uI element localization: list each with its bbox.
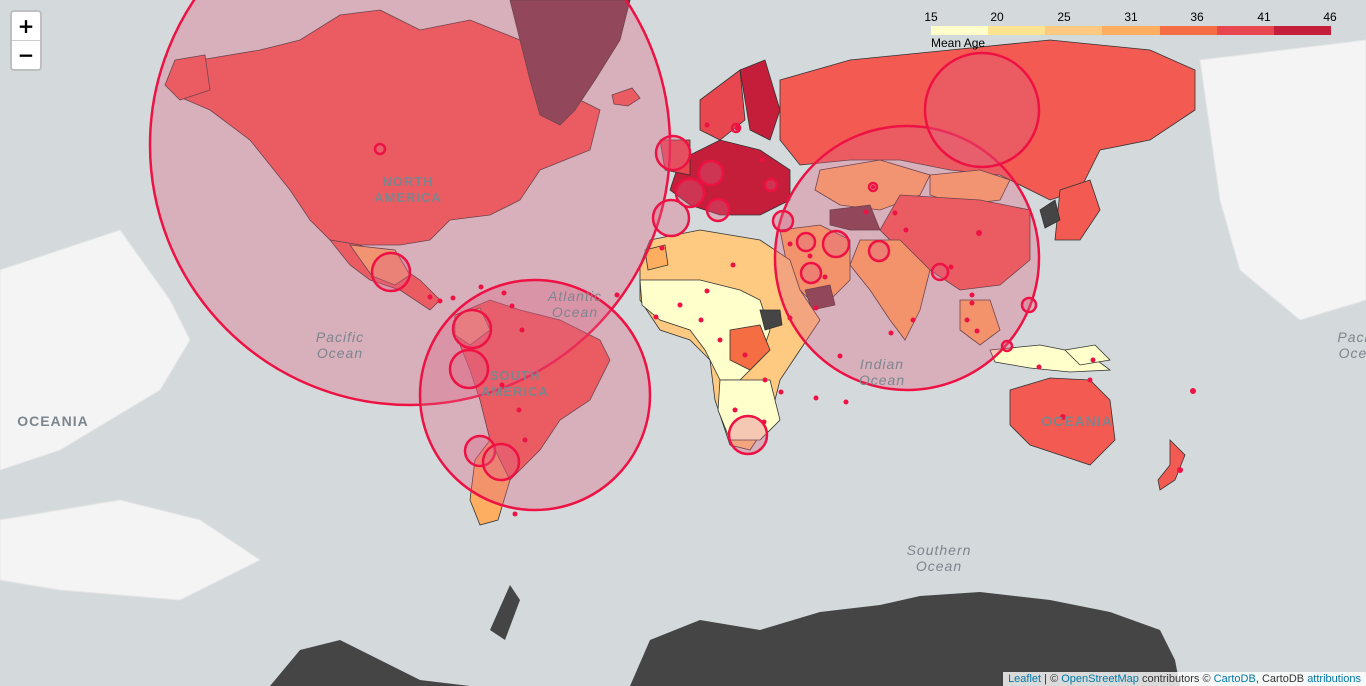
- bubble-thailand[interactable]: [930, 262, 950, 282]
- oceania: [959, 299, 1186, 491]
- bubble-asia[interactable]: [773, 124, 1041, 392]
- bubble-iran[interactable]: [795, 231, 817, 253]
- bubble-colombia[interactable]: [451, 308, 493, 350]
- osm-link[interactable]: OpenStreetMap: [1061, 673, 1139, 685]
- bubble-russia[interactable]: [923, 51, 1041, 169]
- bubble-mexico[interactable]: [370, 251, 412, 293]
- legend-caption: Mean Age: [931, 36, 986, 50]
- legend-tick: 31: [1124, 10, 1138, 24]
- zoom-in-button[interactable]: +: [12, 12, 40, 41]
- bubble-uk[interactable]: [654, 134, 692, 172]
- bubble-indonesia[interactable]: [1000, 339, 1014, 353]
- attribution-text: contributors ©: [1138, 673, 1214, 685]
- label-pacific-right-2: Oce: [1339, 345, 1366, 361]
- map-labels: NORTH AMERICA SOUTH AMERICA Atlantic Oce…: [17, 174, 1366, 574]
- label-oceania-left: OCEANIA: [17, 413, 89, 429]
- legend-color-bar: [931, 26, 1331, 35]
- bubble-russia-west[interactable]: [763, 177, 779, 193]
- label-indian-2: Ocean: [859, 372, 905, 388]
- bubble-argentina[interactable]: [481, 442, 521, 482]
- leaflet-link[interactable]: Leaflet: [1008, 673, 1042, 685]
- legend-swatch: [1273, 26, 1331, 35]
- legend-swatch: [988, 26, 1046, 35]
- bubble-canada[interactable]: [373, 142, 387, 156]
- legend-swatch: [931, 26, 989, 35]
- attributions-link[interactable]: attributions: [1307, 673, 1361, 685]
- bubble-south-africa[interactable]: [727, 414, 769, 456]
- label-oceania: OCEANIA: [1041, 413, 1113, 429]
- bubble-pakistan[interactable]: [821, 229, 851, 259]
- north-america: [164, 9, 601, 311]
- bubble-france[interactable]: [674, 177, 706, 209]
- label-southern-1: Southern: [907, 542, 972, 558]
- label-pacific-1: Pacific: [316, 329, 364, 345]
- attribution-text-2: , CartoDB: [1255, 673, 1308, 685]
- legend-ticks: 15 20 25 31 36 41 46: [924, 10, 1337, 24]
- legend-tick: 20: [990, 10, 1004, 24]
- zoom-control: + −: [10, 10, 42, 71]
- label-south-america-2: AMERICA: [481, 384, 549, 399]
- bubble-layer: [148, 0, 1041, 512]
- iceland: [611, 87, 641, 107]
- label-south-america-1: SOUTH: [490, 368, 541, 383]
- bubble-italy[interactable]: [705, 197, 731, 223]
- legend-tick: 36: [1190, 10, 1204, 24]
- legend-swatch: [1045, 26, 1103, 35]
- bubble-turkey[interactable]: [771, 209, 795, 233]
- legend-tick: 15: [924, 10, 938, 24]
- dot-layer: [427, 122, 1196, 517]
- attribution-sep: | ©: [1041, 673, 1062, 685]
- legend-swatch: [1102, 26, 1160, 35]
- greenland: [509, 0, 631, 126]
- label-north-america-2: AMERICA: [374, 190, 442, 205]
- label-southern-2: Ocean: [916, 558, 962, 574]
- bubble-chile[interactable]: [463, 434, 497, 468]
- bubble-peru[interactable]: [448, 348, 490, 390]
- basemap-land: [0, 39, 1366, 601]
- antarctica: [270, 585, 1180, 686]
- label-indian-1: Indian: [860, 356, 904, 372]
- legend-swatch: [1159, 26, 1217, 35]
- label-pacific-2: Ocean: [317, 345, 363, 361]
- legend-tick: 41: [1257, 10, 1271, 24]
- color-legend: 15 20 25 31 36 41 46 Mean Age: [924, 10, 1337, 50]
- legend-tick: 25: [1057, 10, 1071, 24]
- cartodb-link[interactable]: CartoDB: [1213, 673, 1256, 685]
- label-atlantic-2: Ocean: [552, 304, 598, 320]
- bubble-spain[interactable]: [651, 198, 691, 238]
- africa: [639, 229, 821, 451]
- bubble-philippines[interactable]: [1020, 296, 1038, 314]
- label-atlantic-1: Atlantic: [547, 288, 602, 304]
- attribution: Leaflet | © OpenStreetMap contributors ©…: [1003, 672, 1366, 686]
- legend-swatch: [1216, 26, 1274, 35]
- bubble-north-america[interactable]: [148, 0, 672, 407]
- bubble-saudi[interactable]: [799, 261, 823, 285]
- legend-tick: 46: [1323, 10, 1337, 24]
- bubble-germany[interactable]: [697, 159, 725, 187]
- zoom-out-button[interactable]: −: [17, 43, 35, 67]
- bubble-india[interactable]: [867, 239, 891, 263]
- bubble-south-america[interactable]: [418, 278, 652, 512]
- asia: [779, 39, 1196, 341]
- label-north-america-1: NORTH: [382, 174, 433, 189]
- label-pacific-right-1: Paci: [1337, 329, 1366, 345]
